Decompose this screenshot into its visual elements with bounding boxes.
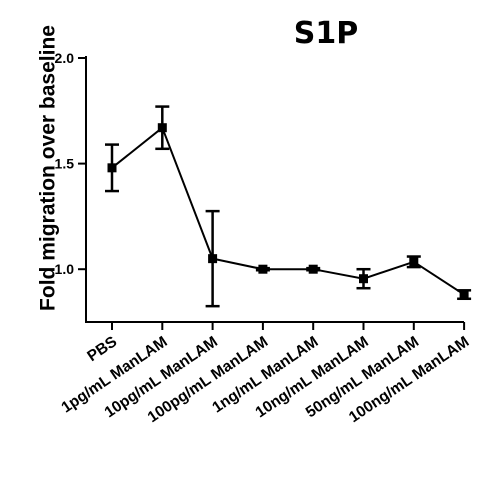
data-point [309,265,318,274]
data-point [409,257,418,266]
data-point [258,265,267,274]
y-tick-label: 1.0 [55,261,75,277]
chart-title: S1P [294,16,358,51]
data-point [460,290,469,299]
data-point [359,274,368,283]
error-bars [105,107,471,307]
y-tick-label: 2.0 [55,50,75,66]
series-line [112,128,464,295]
data-point [108,163,117,172]
x-tick-label: PBS [84,333,120,365]
y-tick-label: 1.5 [55,156,75,172]
data-point [158,123,167,132]
data-point [208,254,217,263]
